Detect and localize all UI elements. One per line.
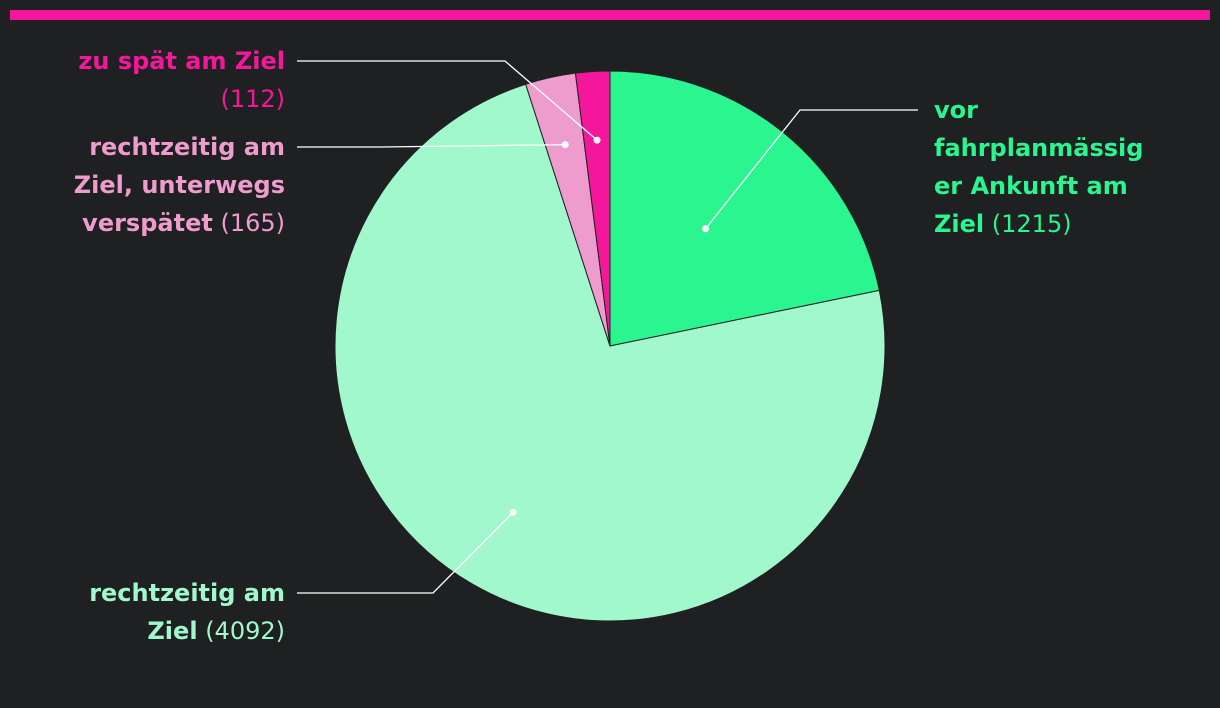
slice-name: Ziel, unterwegs: [73, 171, 285, 199]
leader-line-zu-spaet: [297, 60, 598, 141]
leader-dot-vor-fahrplanmaessiger-ankunft: [702, 225, 710, 233]
slice-name: fahrplanmässig: [934, 134, 1144, 162]
slice-name: rechtzeitig am: [89, 579, 285, 607]
leader-line-rechtzeitig: [297, 511, 514, 594]
slice-label-unterwegs-verspaetet: rechtzeitig am Ziel, unterwegs verspätet…: [15, 128, 285, 242]
pie-slice-vor-fahrplanmaessiger-ankunft: [609, 70, 880, 347]
slice-name: rechtzeitig am: [89, 133, 285, 161]
leader-dot-rechtzeitig: [509, 508, 517, 516]
slice-name: zu spät am Ziel: [78, 47, 285, 75]
slice-name: Ziel: [934, 210, 985, 238]
leader-dot-zu-spaet: [593, 136, 601, 144]
pie-slice-zu-spaet: [574, 70, 611, 347]
slice-value: (165): [220, 209, 285, 237]
slice-label-vor-fahrplanmaessiger-ankunft: vor fahrplanmässig er Ankunft am Ziel (1…: [934, 91, 1174, 243]
slice-value: (4092): [205, 617, 285, 645]
leader-line-unterwegs-verspaetet: [297, 144, 566, 148]
top-accent-bar: [10, 10, 1210, 20]
pie-slices: [334, 70, 886, 622]
leader-dot-unterwegs-verspaetet: [561, 141, 569, 149]
slice-name: vor: [934, 96, 978, 124]
slice-name: er Ankunft am: [934, 172, 1128, 200]
slice-name: verspätet: [82, 209, 213, 237]
slice-name: Ziel: [147, 617, 198, 645]
pie-slice-rechtzeitig: [334, 83, 886, 622]
leader-lines: [297, 60, 918, 594]
slice-label-zu-spaet: zu spät am Ziel (112): [15, 42, 285, 118]
slice-value: (112): [220, 85, 285, 113]
leader-line-vor-fahrplanmaessiger-ankunft: [705, 109, 918, 230]
slice-value: (1215): [991, 210, 1072, 238]
slice-label-rechtzeitig: rechtzeitig am Ziel (4092): [15, 574, 285, 650]
